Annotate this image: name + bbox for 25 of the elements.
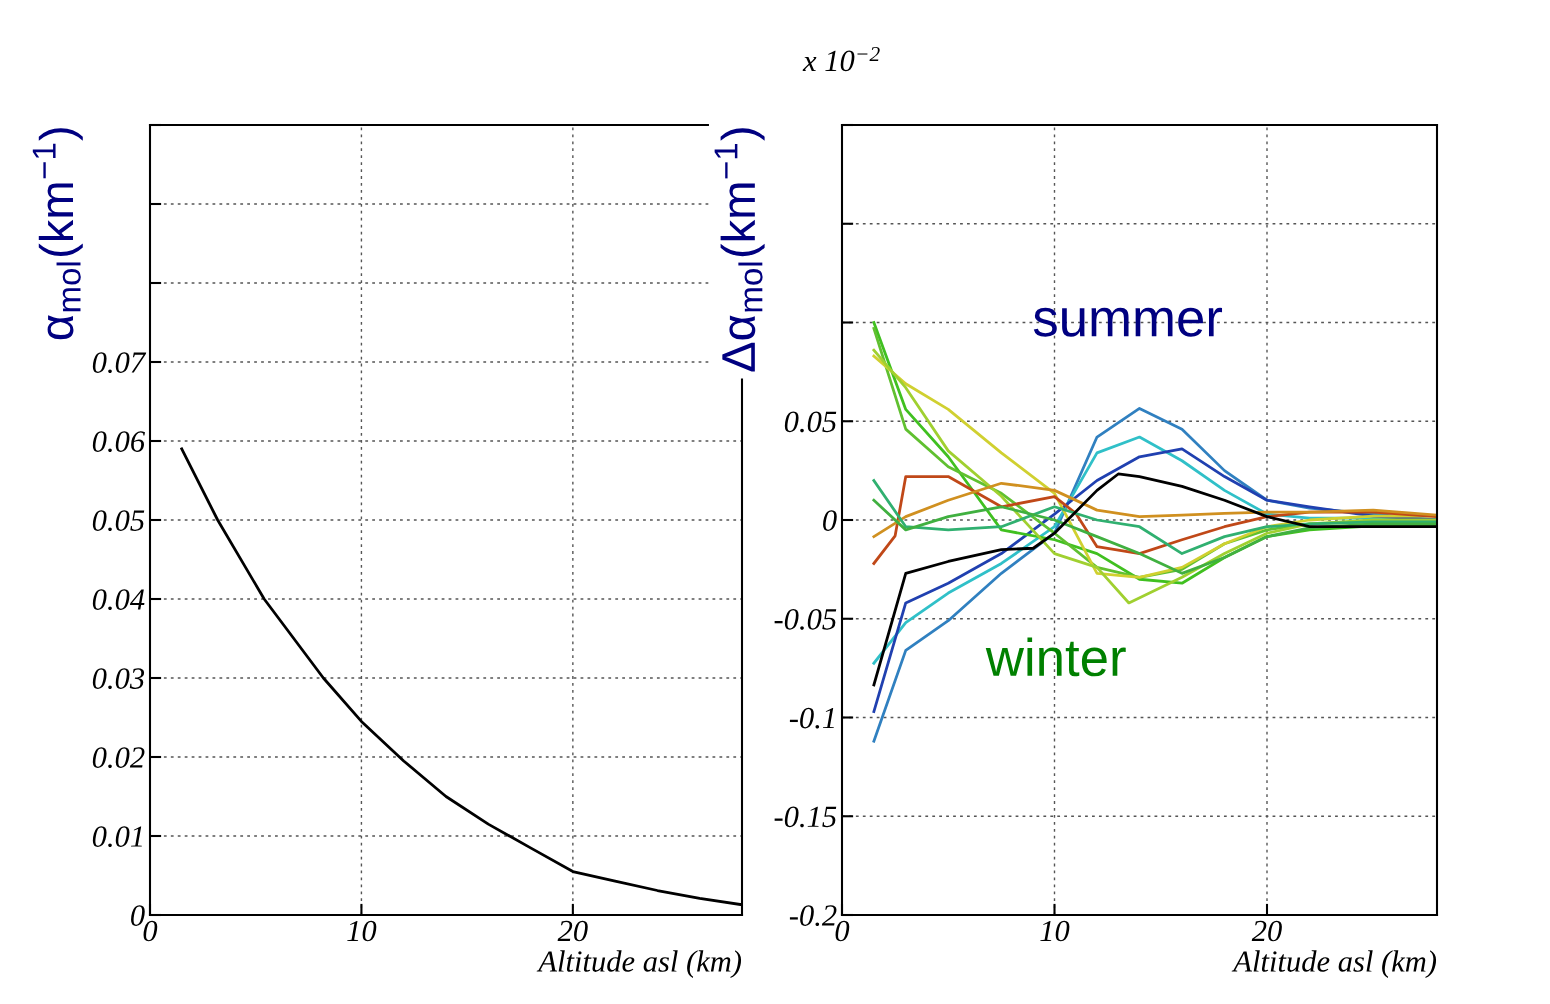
y-tick-label: 0.02 — [92, 747, 145, 769]
text: x 10$^{−2}$ — [802, 46, 880, 72]
y-tick-label: 0 — [823, 510, 837, 531]
annotation: winter — [985, 637, 1126, 677]
y-tick-label: 0.04 — [92, 589, 145, 611]
x-tick-label: 10 — [1040, 920, 1070, 942]
y-axis-title: α$_{mol}$(km$^{−1}$) — [32, 128, 83, 340]
x-tick-label: 10 — [347, 920, 377, 942]
y-tick-label: -0.2 — [789, 905, 837, 927]
y-tick-label: 0.05 — [92, 510, 145, 532]
y-tick-label: -0.1 — [789, 707, 834, 729]
y-tick-label: 0.03 — [92, 668, 145, 690]
y-tick-label: -0.15 — [774, 806, 837, 828]
y-tick-label: -0.05 — [774, 609, 837, 630]
annotation: summer — [1033, 307, 1223, 337]
y-axis-title: Δα$_{mol}$(km$^{−1}$) — [714, 128, 765, 372]
x-axis-title: Altitude asl (km) — [1231, 950, 1437, 979]
x-tick-label: 20 — [557, 920, 588, 942]
y-tick-label: 0.01 — [92, 826, 142, 848]
y-tick-label: 0.05 — [784, 411, 837, 433]
x-axis-title: Altitude asl (km) — [536, 950, 742, 979]
y-tick-label: 0.06 — [92, 431, 145, 453]
y-tick-label: 0 — [131, 905, 145, 926]
x-tick-label: 20 — [1251, 920, 1282, 942]
y-tick-label: 0.07 — [92, 352, 147, 374]
